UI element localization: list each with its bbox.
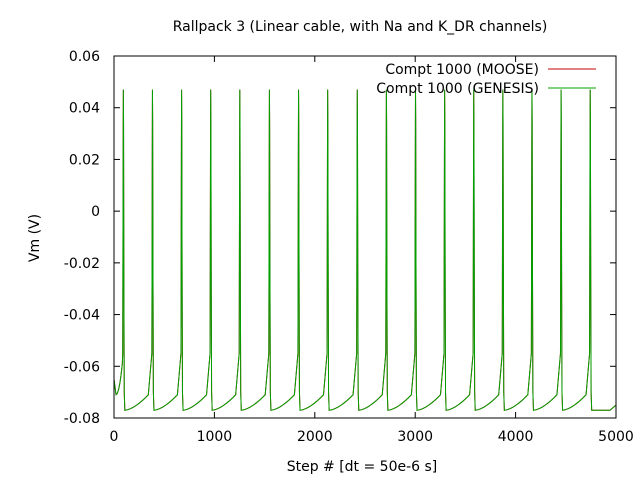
y-tick-label: 0 [91,204,100,220]
x-tick-label: 5000 [598,429,634,445]
y-tick-label: 0.04 [69,101,100,117]
legend-label-genesis: Compt 1000 (GENESIS) [376,81,539,97]
genesis-line [113,89,617,411]
y-tick-label: -0.04 [64,308,100,324]
x-tick-label: 0 [110,429,119,445]
x-axis-label: Step # [dt = 50e-6 s] [287,459,438,475]
x-tick-label: 3000 [397,429,433,445]
x-tick-label: 4000 [498,429,534,445]
y-tick-label: 0.06 [69,49,100,65]
y-tick-label: 0.02 [69,152,100,168]
y-axis-label: Vm (V) [27,214,43,262]
chart-title: Rallpack 3 (Linear cable, with Na and K_… [173,19,548,35]
plot-frame [113,55,617,419]
x-tick-label: 1000 [197,429,233,445]
legend: Compt 1000 (MOOSE) Compt 1000 (GENESIS) [376,62,596,97]
y-tick-label: -0.02 [64,256,100,272]
y-tick-label: -0.06 [64,359,100,375]
moose-line [113,89,617,411]
series-genesis [113,89,617,411]
series-moose [113,89,617,411]
tick-group: 0 1000 2000 3000 4000 5000 -0.08 -0.06 -0.04 -0.0… [64,49,634,445]
x-tick-label: 2000 [297,429,333,445]
legend-label-moose: Compt 1000 (MOOSE) [385,62,539,78]
y-tick-label: -0.08 [64,411,100,427]
